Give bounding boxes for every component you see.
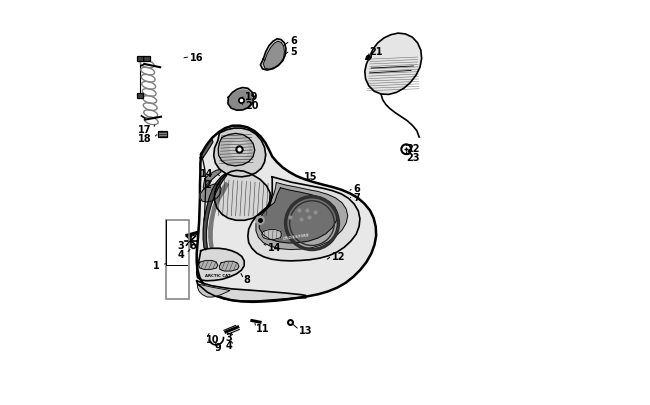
Text: 1: 1 (153, 260, 160, 270)
Text: 5: 5 (291, 47, 297, 56)
Text: 19: 19 (246, 92, 259, 101)
Text: 6: 6 (354, 183, 360, 193)
Text: 7: 7 (354, 192, 360, 202)
Text: 11: 11 (256, 323, 270, 333)
Text: 14: 14 (268, 242, 281, 252)
Polygon shape (261, 40, 286, 71)
Polygon shape (203, 174, 227, 250)
Text: 10: 10 (206, 334, 220, 344)
Text: 3: 3 (177, 240, 184, 250)
Bar (143, 57, 150, 62)
Bar (158, 132, 166, 138)
Polygon shape (229, 91, 252, 110)
Polygon shape (200, 140, 213, 160)
Polygon shape (209, 183, 228, 249)
Polygon shape (203, 170, 221, 190)
Text: CROSSFIRE: CROSSFIRE (283, 233, 311, 241)
Polygon shape (197, 249, 244, 281)
Polygon shape (256, 183, 348, 250)
Text: 16: 16 (190, 53, 203, 62)
Text: 14: 14 (200, 168, 214, 178)
Text: 22: 22 (406, 144, 420, 154)
Bar (136, 57, 143, 62)
Bar (136, 94, 143, 98)
Polygon shape (197, 281, 306, 301)
Polygon shape (198, 284, 230, 297)
Polygon shape (259, 188, 337, 243)
Polygon shape (228, 88, 254, 111)
Text: 12: 12 (332, 251, 345, 261)
Polygon shape (248, 177, 360, 261)
Polygon shape (365, 34, 422, 95)
Circle shape (230, 141, 248, 159)
Text: 8: 8 (244, 275, 251, 284)
Text: 18: 18 (138, 134, 151, 143)
Polygon shape (262, 230, 282, 240)
Text: ARCTIC CAT: ARCTIC CAT (205, 273, 231, 277)
Text: 2: 2 (203, 179, 211, 189)
Text: 15: 15 (304, 172, 317, 182)
Polygon shape (200, 184, 221, 202)
Text: 23: 23 (406, 153, 420, 162)
Polygon shape (199, 261, 218, 270)
Polygon shape (218, 134, 255, 166)
Bar (166, 221, 188, 300)
Text: 17: 17 (138, 125, 151, 134)
Polygon shape (214, 129, 266, 177)
Text: 6: 6 (291, 36, 297, 46)
Text: 4: 4 (226, 341, 233, 350)
Text: 21: 21 (369, 47, 382, 57)
Text: 20: 20 (246, 100, 259, 110)
Text: 3: 3 (226, 332, 233, 342)
Polygon shape (365, 55, 372, 61)
Polygon shape (197, 126, 376, 302)
Polygon shape (214, 171, 270, 221)
Circle shape (256, 217, 264, 225)
Text: 4: 4 (177, 249, 184, 259)
Polygon shape (220, 262, 239, 271)
Text: 13: 13 (300, 325, 313, 335)
Polygon shape (263, 42, 285, 70)
Text: 9: 9 (214, 343, 221, 352)
